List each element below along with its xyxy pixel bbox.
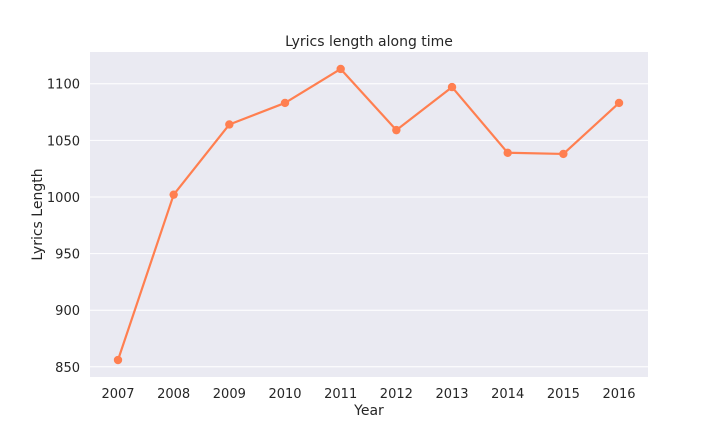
data-point-2008 (169, 190, 178, 199)
data-point-2016 (614, 98, 624, 108)
data-point-2012 (392, 125, 401, 135)
data-point-2015 (559, 149, 568, 159)
data-point-2007 (113, 355, 123, 365)
x-tick-label-2009: 2009 (213, 387, 246, 402)
y-tick-label-1100: 1100 (47, 78, 80, 93)
y-tick-label-850: 850 (55, 361, 80, 376)
x-tick-label-2008: 2008 (157, 387, 190, 402)
x-tick-labels: 2007 2008 2009 2010 2011 2012 2013 2014 2015 2016 (101, 387, 635, 402)
data-point-2011 (336, 64, 345, 74)
x-tick-label-2010: 2010 (268, 387, 301, 402)
y-axis-title: Lyrics Length (30, 168, 46, 260)
x-tick-label-2007: 2007 (101, 387, 134, 402)
y-tick-label-1000: 1000 (47, 191, 80, 206)
x-tick-label-2015: 2015 (547, 387, 580, 402)
plot-background (90, 52, 648, 377)
y-tick-label-950: 950 (55, 248, 80, 263)
data-point-2009 (225, 120, 234, 129)
chart-title: Lyrics length along time (285, 34, 453, 50)
series-layer (113, 64, 624, 365)
x-tick-label-2016: 2016 (602, 387, 635, 402)
data-point-2013 (447, 82, 457, 92)
y-tick-label-1050: 1050 (47, 134, 80, 149)
data-point-2014 (503, 148, 512, 157)
y-tick-label-900: 900 (55, 304, 80, 319)
x-tick-label-2014: 2014 (491, 387, 524, 402)
x-tick-label-2011: 2011 (324, 387, 357, 402)
x-tick-label-2012: 2012 (380, 387, 413, 402)
data-point-2010 (280, 98, 290, 108)
grid (90, 83, 648, 368)
x-tick-label-2013: 2013 (435, 387, 468, 402)
y-tick-labels: 850 900 950 1000 1050 1100 (47, 78, 80, 376)
x-axis-title: Year (353, 403, 384, 419)
series-line-0 (116, 67, 620, 361)
